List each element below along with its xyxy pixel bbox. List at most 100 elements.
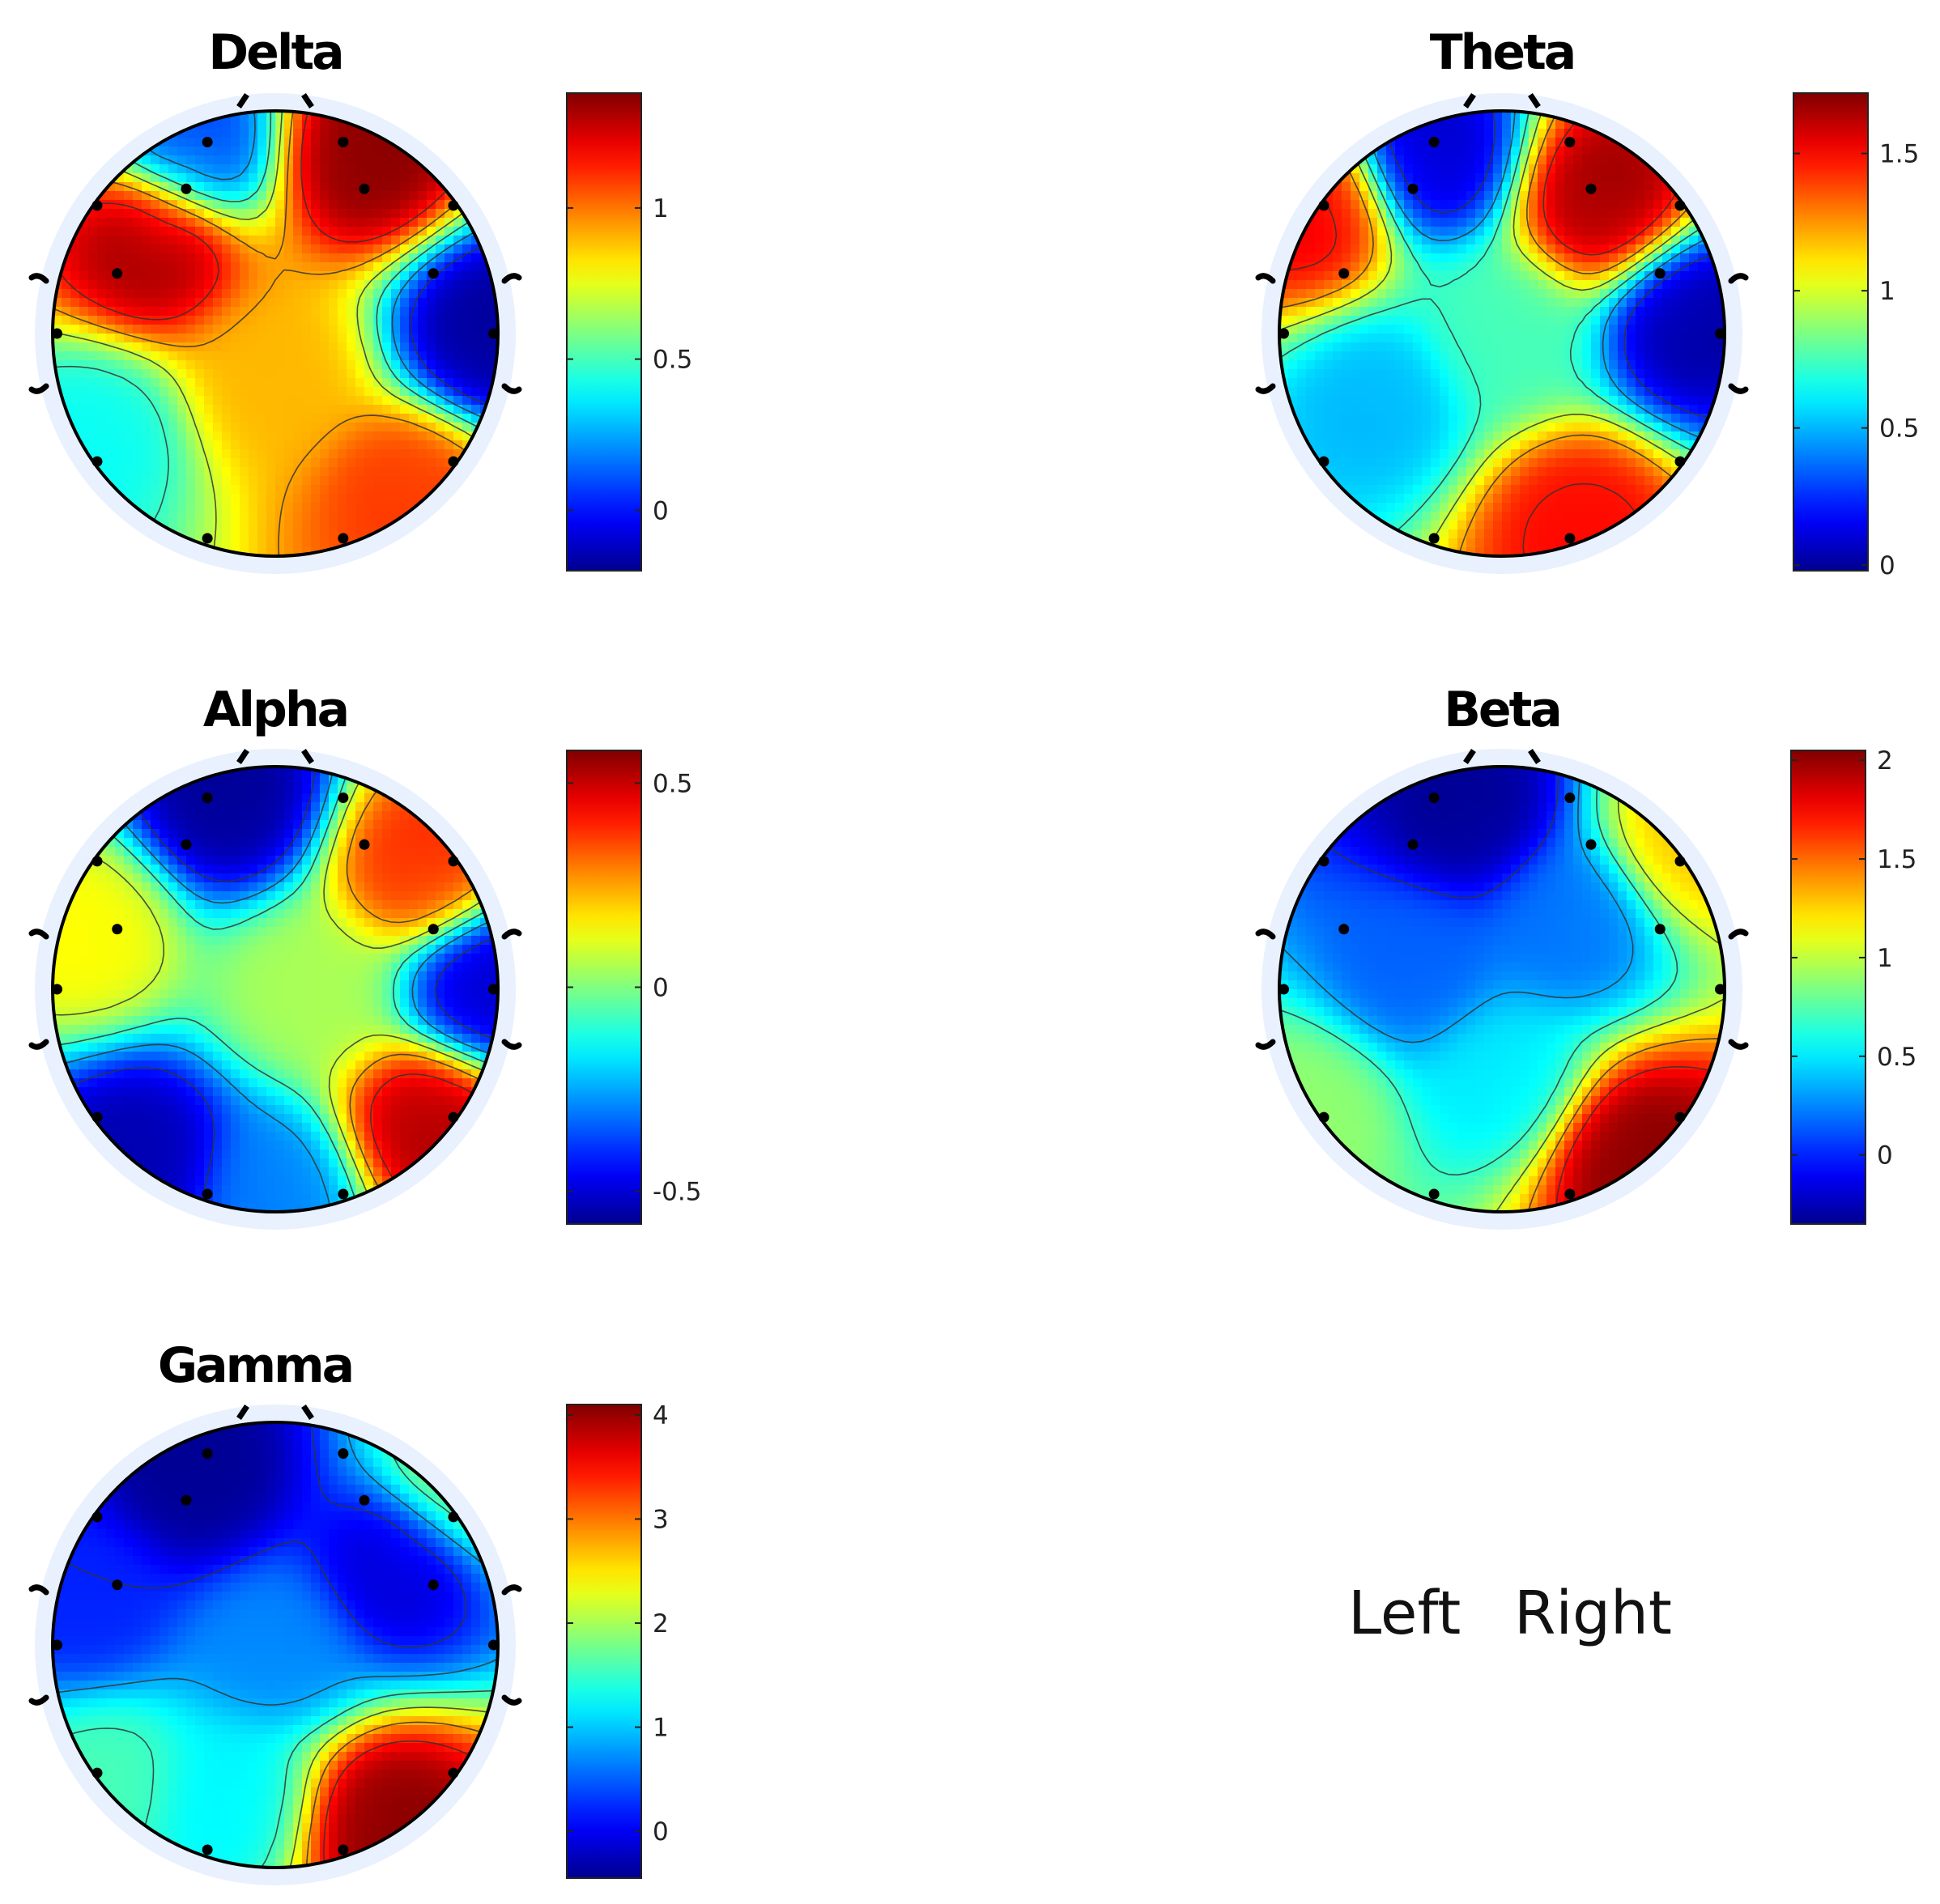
electrode-O2 <box>338 533 348 544</box>
nose-icon <box>239 750 312 763</box>
electrode-F7 <box>92 200 103 210</box>
electrode-T7 <box>1278 329 1289 339</box>
right-ear-icon <box>504 1587 519 1703</box>
electrode-P8 <box>449 457 459 467</box>
electrode-T7 <box>52 329 62 339</box>
electrode-F4 <box>359 1495 370 1506</box>
head-outline <box>1279 111 1725 556</box>
electrode-FC6 <box>1655 924 1666 934</box>
electrode-FC6 <box>428 1579 439 1590</box>
contour-lines <box>1279 111 1725 556</box>
head-outline-halo <box>35 1405 516 1885</box>
head-outline-halo <box>35 749 516 1230</box>
electrode-FC6 <box>1655 268 1666 278</box>
electrode-F8 <box>1675 200 1686 210</box>
nose-icon <box>1466 95 1538 107</box>
head-outline-halo <box>1261 749 1742 1230</box>
electrode-FC6 <box>428 268 439 278</box>
electrode-F7 <box>92 856 103 866</box>
colorbar-tick-label: 1.5 <box>1877 845 1917 874</box>
electrode-T8 <box>488 1640 499 1651</box>
electrode-P7 <box>92 1112 103 1123</box>
electrodes <box>52 1448 499 1855</box>
electrode-F7 <box>1319 200 1329 210</box>
right-ear-icon <box>1731 932 1746 1048</box>
electrode-FC5 <box>1338 268 1349 278</box>
electrode-O1 <box>1429 533 1440 544</box>
electrode-Fp2 <box>338 793 348 803</box>
electrode-Fp2 <box>1564 137 1575 147</box>
electrode-Fp2 <box>1564 793 1575 803</box>
electrodes <box>52 137 499 544</box>
contour-lines <box>53 1422 498 1868</box>
electrode-O1 <box>202 1845 213 1855</box>
electrode-FC5 <box>112 1579 122 1590</box>
legend-left-label: Left <box>1348 1579 1461 1648</box>
electrode-P7 <box>92 457 103 467</box>
electrode-F4 <box>359 184 370 194</box>
electrode-FC5 <box>1338 924 1349 934</box>
electrode-F4 <box>1586 839 1597 850</box>
colorbar-tick-label: 1.5 <box>1879 140 1919 169</box>
electrode-O2 <box>338 1189 348 1200</box>
electrode-P8 <box>449 1112 459 1123</box>
electrode-O1 <box>202 533 213 544</box>
electrode-FC5 <box>112 268 122 278</box>
contour-lines <box>53 111 498 556</box>
electrode-P7 <box>1319 1112 1329 1123</box>
electrode-Fp1 <box>202 137 213 147</box>
electrode-Fp1 <box>202 793 213 803</box>
colorbar-tick-label: 1 <box>1879 277 1895 306</box>
colorbar <box>1791 750 1866 1224</box>
electrode-F8 <box>1675 856 1686 866</box>
head-outline <box>53 1422 498 1868</box>
left-ear-icon <box>1258 276 1273 392</box>
electrode-F3 <box>181 1495 192 1506</box>
electrode-T8 <box>1715 329 1725 339</box>
colorbar-tick-label: 1 <box>1877 944 1893 973</box>
electrodes <box>1278 793 1725 1200</box>
colorbar-tick-label: 0 <box>653 974 669 1003</box>
legend-right-label: Right <box>1514 1579 1672 1648</box>
head-outline <box>53 111 498 556</box>
electrode-O1 <box>1429 1189 1440 1200</box>
plot-title: Gamma <box>93 1337 417 1394</box>
electrodes <box>1278 137 1725 544</box>
right-ear-icon <box>504 276 519 392</box>
electrode-F7 <box>92 1511 103 1522</box>
plot-title: Beta <box>1340 682 1664 738</box>
electrode-T8 <box>488 329 499 339</box>
head-outline <box>1279 767 1725 1212</box>
electrode-O2 <box>1564 533 1575 544</box>
electrode-F3 <box>181 839 192 850</box>
electrode-T7 <box>1278 984 1289 995</box>
electrode-T8 <box>1715 984 1725 995</box>
electrode-P8 <box>449 1768 459 1779</box>
topo-map <box>53 111 499 557</box>
colorbar <box>1793 93 1868 571</box>
electrode-O2 <box>338 1845 348 1855</box>
colorbar-tick-label: 0 <box>653 1817 669 1847</box>
nose-icon <box>239 95 312 107</box>
electrode-F8 <box>449 856 459 866</box>
plot-title: Theta <box>1340 24 1664 81</box>
colorbar-tick-label: 0.5 <box>653 769 692 798</box>
electrode-F3 <box>1408 839 1419 850</box>
electrode-FC6 <box>428 924 439 934</box>
electrode-F4 <box>1586 184 1597 194</box>
electrode-O1 <box>202 1189 213 1200</box>
topo-map <box>1279 111 1725 557</box>
colorbar-tick-label: 1 <box>653 194 669 223</box>
left-ear-icon <box>32 932 46 1048</box>
colorbar-tick-label: 2 <box>1877 746 1893 776</box>
topo-map <box>53 1422 499 1868</box>
nose-icon <box>239 1406 312 1418</box>
left-ear-icon <box>32 276 46 392</box>
colorbar-tick-label: 0 <box>653 496 669 525</box>
electrode-F3 <box>1408 184 1419 194</box>
electrode-FC5 <box>112 924 122 934</box>
electrode-O2 <box>1564 1189 1575 1200</box>
colorbar-tick-label: 0.5 <box>1879 414 1919 444</box>
electrode-F3 <box>181 184 192 194</box>
head-outline <box>53 767 498 1212</box>
